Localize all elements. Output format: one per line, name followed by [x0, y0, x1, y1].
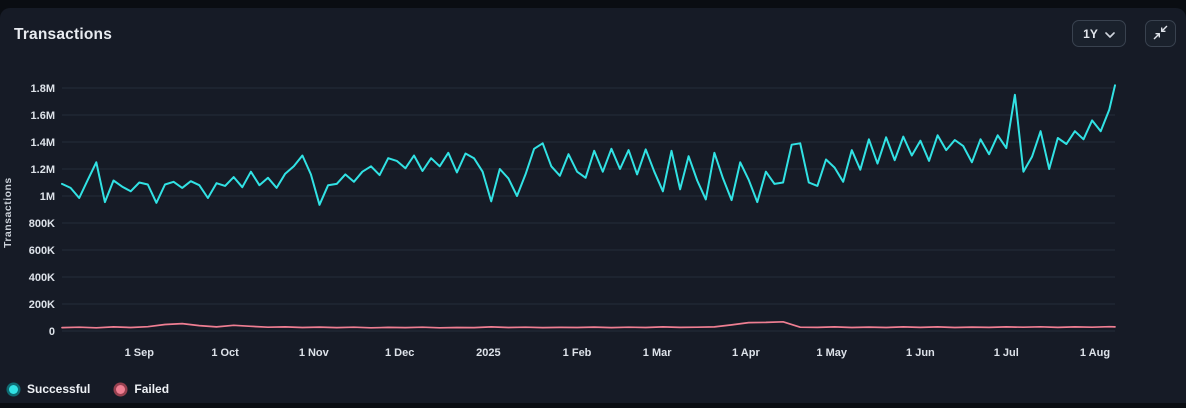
- y-tick-label: 0: [49, 326, 55, 338]
- legend-label-failed: Failed: [134, 382, 170, 396]
- range-selector-value: 1Y: [1083, 26, 1098, 41]
- x-tick-label: 1 Apr: [732, 347, 760, 359]
- legend-item-failed[interactable]: Failed: [116, 382, 169, 396]
- x-tick-label: 1 Aug: [1080, 347, 1110, 359]
- chart-legend: Successful Failed: [9, 382, 169, 396]
- legend-item-successful[interactable]: Successful: [9, 382, 90, 396]
- legend-label-successful: Successful: [27, 382, 91, 396]
- x-tick-label: 1 Oct: [211, 347, 239, 359]
- y-tick-label: 1M: [40, 191, 55, 203]
- y-tick-label: 200K: [29, 299, 55, 311]
- x-tick-label: 1 Nov: [299, 347, 330, 359]
- x-tick-label: 1 Jul: [994, 347, 1019, 359]
- successful-series-dot-icon: [9, 384, 18, 394]
- x-tick-label: 1 Sep: [125, 347, 155, 359]
- page-title: Transactions: [14, 26, 113, 43]
- header-controls: 1Y: [1072, 20, 1176, 47]
- y-tick-label: 1.8M: [31, 83, 55, 95]
- failed-series-dot-icon: [116, 384, 126, 394]
- x-tick-label: 1 Jun: [906, 347, 935, 359]
- y-tick-label: 1.2M: [31, 164, 55, 176]
- minimize-button[interactable]: [1145, 20, 1176, 47]
- transactions-panel: Transactions 1Y Transact: [0, 8, 1186, 403]
- chart-area: Transactions 1.8M 1.6M 1.4M 1.2M 1M 800K 600K 4…: [0, 8, 1186, 403]
- y-tick-label: 400K: [29, 272, 55, 284]
- transactions-line-chart[interactable]: 1.8M 1.6M 1.4M 1.2M 1M 800K 600K 400K 200K 0 1 Sep…: [0, 8, 1186, 403]
- failed-series-line: [61, 320, 1116, 329]
- x-tick-label: 1 Mar: [643, 347, 672, 359]
- y-axis-title: Transactions: [2, 177, 14, 249]
- y-tick-label: 1.4M: [31, 137, 55, 149]
- collapse-arrows-icon: [1153, 25, 1168, 43]
- y-tick-label: 600K: [29, 245, 55, 257]
- y-tick-label: 1.6M: [31, 110, 55, 122]
- x-tick-label: 1 Dec: [385, 347, 414, 359]
- y-tick-label: 800K: [29, 218, 55, 230]
- range-selector-button[interactable]: 1Y: [1072, 20, 1126, 47]
- x-tick-label: 1 Feb: [563, 347, 592, 359]
- panel-header: Transactions 1Y: [14, 20, 1176, 50]
- successful-series-line: [61, 84, 1116, 206]
- x-tick-label: 2025: [476, 347, 500, 359]
- chevron-down-icon: [1105, 27, 1115, 41]
- x-tick-label: 1 May: [816, 347, 847, 359]
